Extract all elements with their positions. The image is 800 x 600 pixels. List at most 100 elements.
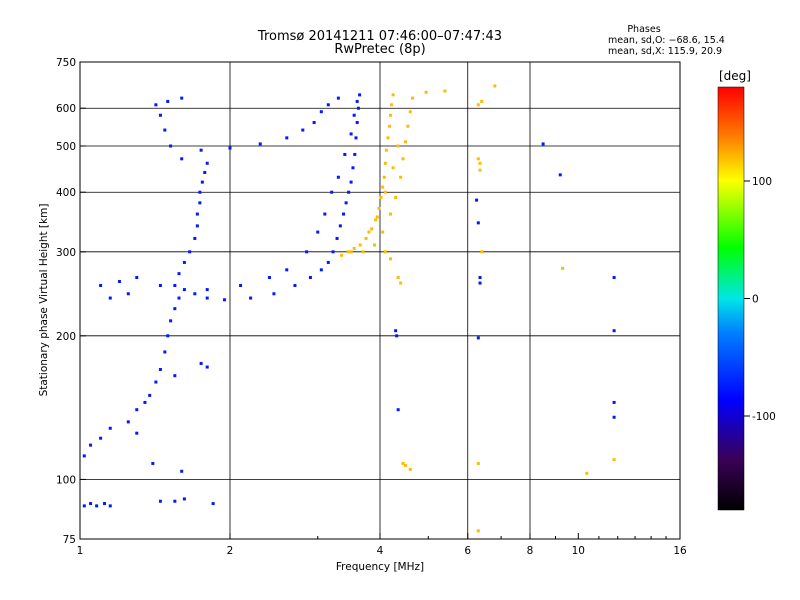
data-point-o-mode — [478, 281, 482, 285]
data-point-o-mode — [205, 288, 209, 292]
data-point-o-mode — [203, 170, 207, 174]
data-point-x-mode — [381, 230, 385, 234]
data-point-o-mode — [285, 136, 289, 140]
data-point-o-mode — [395, 334, 399, 338]
data-point-o-mode — [343, 152, 347, 156]
x-tick-label: 10 — [572, 545, 585, 557]
data-point-x-mode — [374, 218, 378, 222]
data-point-o-mode — [323, 212, 327, 216]
data-point-o-mode — [95, 504, 99, 508]
data-point-x-mode — [408, 467, 412, 471]
data-point-o-mode — [351, 166, 355, 170]
data-point-o-mode — [349, 132, 353, 136]
y-tick-label: 75 — [63, 534, 76, 546]
data-point-o-mode — [308, 276, 312, 280]
data-point-o-mode — [158, 283, 162, 287]
data-point-o-mode — [239, 283, 243, 287]
data-point-o-mode — [358, 93, 362, 97]
x-tick-label: 4 — [377, 545, 384, 557]
axis-ticks: 1 2 4 6 8 10 16 75 100 200 300 400 500 600 750 — [56, 57, 687, 557]
data-point-x-mode — [358, 243, 362, 247]
data-point-x-mode — [370, 227, 374, 231]
data-point-o-mode — [249, 296, 253, 300]
colorbar — [717, 86, 745, 511]
data-point-o-mode — [158, 113, 162, 117]
colorbar-ticks: 100 0 -100 — [744, 176, 776, 423]
data-point-x-mode — [367, 230, 371, 234]
x-tick-label: 6 — [464, 545, 471, 557]
data-point-o-mode — [169, 144, 173, 148]
data-point-o-mode — [612, 400, 616, 404]
data-point-o-mode — [182, 260, 186, 264]
data-point-x-mode — [361, 250, 365, 254]
y-tick-label: 400 — [56, 187, 76, 199]
data-point-o-mode — [158, 367, 162, 371]
data-point-x-mode — [352, 246, 356, 250]
data-point-x-mode — [478, 161, 482, 165]
data-point-x-mode — [408, 110, 412, 114]
data-point-x-mode — [401, 157, 405, 161]
stats-heading: Phases — [627, 24, 660, 35]
data-point-x-mode — [340, 253, 344, 257]
data-point-o-mode — [205, 296, 209, 300]
data-point-o-mode — [151, 461, 155, 465]
data-point-o-mode — [347, 190, 351, 194]
data-point-o-mode — [199, 148, 203, 152]
data-point-o-mode — [344, 201, 348, 205]
data-point-o-mode — [258, 142, 262, 146]
data-point-o-mode — [193, 236, 197, 240]
data-point-o-mode — [173, 283, 177, 287]
data-point-o-mode — [135, 431, 139, 435]
data-point-x-mode — [383, 190, 387, 194]
data-point-o-mode — [205, 161, 209, 165]
data-point-o-mode — [335, 236, 339, 240]
data-point-o-mode — [331, 250, 335, 254]
data-point-o-mode — [336, 175, 340, 179]
data-point-o-mode — [198, 190, 202, 194]
data-point-x-mode — [383, 161, 387, 165]
data-point-x-mode — [346, 250, 350, 254]
colorbar-tick-label: 0 — [752, 294, 759, 306]
data-point-o-mode — [188, 250, 192, 254]
data-point-o-mode — [267, 276, 271, 280]
stats-o-mode: mean, sd,O: −68.6, 15.4 — [608, 35, 725, 46]
data-point-o-mode — [180, 96, 184, 100]
colorbar-tick-label: 100 — [752, 176, 772, 188]
data-point-o-mode — [143, 400, 147, 404]
data-point-o-mode — [285, 268, 289, 272]
data-point-x-mode — [411, 96, 415, 100]
data-point-o-mode — [198, 201, 202, 205]
x-axis-label: Frequency [MHz] — [336, 561, 424, 573]
data-point-o-mode — [195, 224, 199, 228]
chart-subtitle: RwPretec (8p) — [334, 42, 425, 57]
data-point-o-mode — [182, 288, 186, 292]
y-tick-label: 300 — [56, 247, 76, 259]
data-point-o-mode — [342, 212, 346, 216]
data-point-o-mode — [228, 146, 232, 150]
data-point-o-mode — [475, 198, 479, 202]
data-point-x-mode — [399, 281, 403, 285]
data-point-o-mode — [99, 283, 103, 287]
data-point-o-mode — [205, 365, 209, 369]
data-point-x-mode — [396, 144, 400, 148]
data-point-o-mode — [154, 380, 158, 384]
data-point-o-mode — [354, 136, 358, 140]
data-point-o-mode — [326, 260, 330, 264]
data-point-o-mode — [355, 99, 359, 103]
y-tick-label: 200 — [56, 331, 76, 343]
data-point-x-mode — [480, 99, 484, 103]
data-point-x-mode — [389, 113, 393, 117]
data-point-o-mode — [82, 504, 86, 508]
data-point-o-mode — [356, 106, 360, 110]
data-point-o-mode — [166, 334, 170, 338]
data-point-x-mode — [399, 175, 403, 179]
data-point-o-mode — [312, 121, 316, 125]
data-point-o-mode — [319, 110, 323, 114]
data-point-x-mode — [377, 206, 381, 210]
data-point-o-mode — [135, 276, 139, 280]
colorbar-tick-label: -100 — [752, 411, 776, 423]
data-point-o-mode — [199, 361, 203, 365]
data-point-o-mode — [99, 436, 103, 440]
data-point-x-mode — [349, 250, 353, 254]
